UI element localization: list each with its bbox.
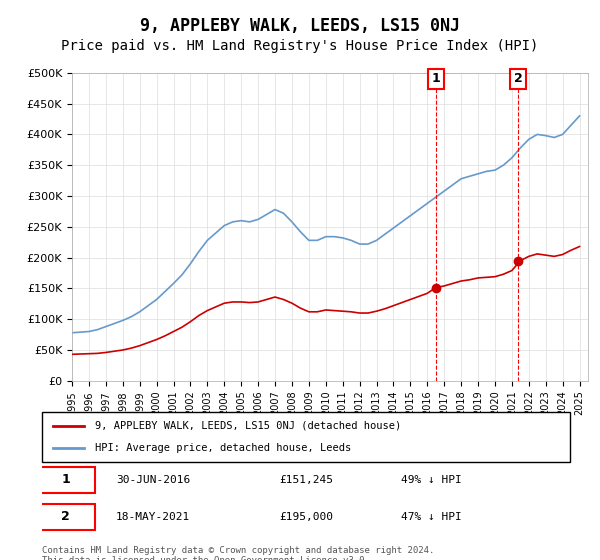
Text: 1: 1 xyxy=(431,72,440,86)
Text: 2: 2 xyxy=(61,510,70,524)
Text: 9, APPLEBY WALK, LEEDS, LS15 0NJ: 9, APPLEBY WALK, LEEDS, LS15 0NJ xyxy=(140,17,460,35)
Text: 2: 2 xyxy=(514,72,523,86)
Text: 1: 1 xyxy=(61,473,70,487)
Text: £151,245: £151,245 xyxy=(280,475,334,485)
Text: 9, APPLEBY WALK, LEEDS, LS15 0NJ (detached house): 9, APPLEBY WALK, LEEDS, LS15 0NJ (detach… xyxy=(95,421,401,431)
Text: 49% ↓ HPI: 49% ↓ HPI xyxy=(401,475,462,485)
Text: £195,000: £195,000 xyxy=(280,512,334,522)
Text: Contains HM Land Registry data © Crown copyright and database right 2024.
This d: Contains HM Land Registry data © Crown c… xyxy=(42,546,434,560)
Text: Price paid vs. HM Land Registry's House Price Index (HPI): Price paid vs. HM Land Registry's House … xyxy=(61,39,539,53)
Text: 47% ↓ HPI: 47% ↓ HPI xyxy=(401,512,462,522)
FancyBboxPatch shape xyxy=(42,412,570,462)
FancyBboxPatch shape xyxy=(37,467,95,493)
Text: 18-MAY-2021: 18-MAY-2021 xyxy=(116,512,190,522)
Text: 30-JUN-2016: 30-JUN-2016 xyxy=(116,475,190,485)
Text: HPI: Average price, detached house, Leeds: HPI: Average price, detached house, Leed… xyxy=(95,443,351,453)
FancyBboxPatch shape xyxy=(37,504,95,530)
